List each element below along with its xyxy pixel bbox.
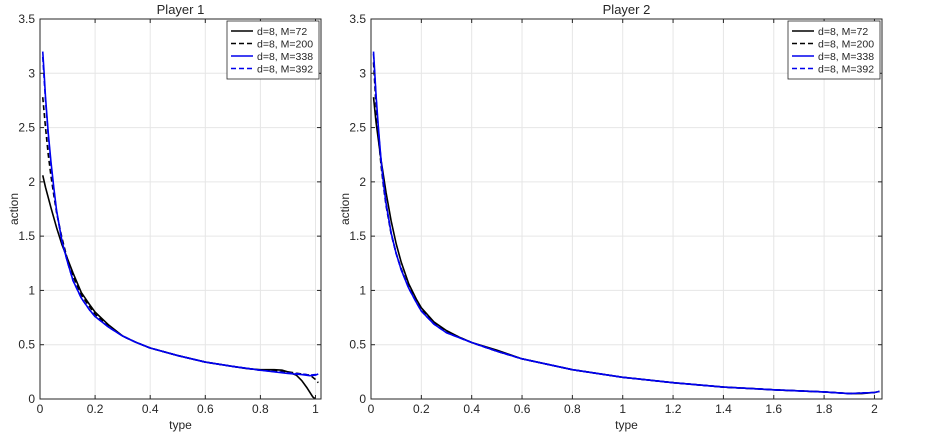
x-tick-label: 0.2 — [413, 402, 430, 416]
series-line-4 — [372, 53, 880, 395]
chart-panel-2: 0 0.2 0.4 0.6 0.8 1 1.2 1.4 1.6 1.8 2 0 0.5 1 1.5 2 2.5 3… — [338, 2, 883, 432]
y-tick-label: 2 — [28, 175, 35, 189]
x-tick-label: 0.4 — [142, 402, 159, 416]
x-tick-label: 1.4 — [715, 402, 732, 416]
series-line-1 — [41, 175, 316, 400]
chart-title: Player 1 — [157, 2, 205, 17]
x-tick-label: 1 — [619, 402, 626, 416]
legend-entry: d=8, M=200 — [257, 39, 313, 51]
y-tick-label: 1.5 — [349, 229, 366, 243]
y-axis-label: action — [7, 193, 21, 225]
x-tick-label: 1.8 — [816, 402, 833, 416]
y-tick-label: 0 — [359, 392, 366, 406]
y-tick-label: 2 — [359, 175, 366, 189]
x-tick-label: 0.8 — [252, 402, 269, 416]
x-tick-label: 0.8 — [564, 402, 581, 416]
x-tick-label: 1.2 — [665, 402, 682, 416]
y-tick-label: 0.5 — [18, 338, 35, 352]
y-tick-label: 1 — [359, 283, 366, 297]
x-tick-label: 2 — [871, 402, 878, 416]
y-tick-label: 3 — [359, 66, 366, 80]
x-tick-label: 0 — [368, 402, 375, 416]
x-tick-label: 1 — [312, 402, 319, 416]
series-line-1 — [372, 97, 880, 395]
y-tick-label: 3.5 — [349, 12, 366, 26]
x-tick-label: 0.6 — [197, 402, 214, 416]
y-tick-label: 0.5 — [349, 338, 366, 352]
series-line-3 — [372, 51, 880, 395]
y-tick-label: 2.5 — [349, 121, 366, 135]
x-tick-label: 1.6 — [765, 402, 782, 416]
y-tick-label: 0 — [28, 392, 35, 406]
axes-box — [370, 18, 883, 400]
legend-entry: d=8, M=72 — [818, 26, 868, 38]
x-axis-label: type — [615, 418, 638, 432]
x-tick-label: 0 — [37, 402, 44, 416]
y-tick-label: 3.5 — [18, 12, 35, 26]
legend-entry: d=8, M=338 — [257, 51, 313, 63]
series-line-3 — [41, 51, 319, 377]
chart-title: Player 2 — [603, 2, 651, 17]
chart-panel-1: 0 0.2 0.4 0.6 0.8 1 0 0.5 1 1.5 2 2.5 3 3.5 Player 1 ty… — [7, 2, 322, 432]
x-tick-label: 0.2 — [87, 402, 104, 416]
legend-entry: d=8, M=200 — [818, 39, 874, 51]
y-tick-label: 1 — [28, 283, 35, 297]
x-axis-label: type — [169, 418, 192, 432]
legend-entry: d=8, M=392 — [818, 64, 874, 76]
legend-entry: d=8, M=392 — [257, 64, 313, 76]
series-line-4 — [41, 56, 319, 376]
y-tick-label: 1.5 — [18, 229, 35, 243]
legend-entry: d=8, M=338 — [818, 51, 874, 63]
axes-box — [39, 18, 322, 400]
legend-entry: d=8, M=72 — [257, 26, 307, 38]
x-tick-label: 0.4 — [463, 402, 480, 416]
series-line-2 — [41, 97, 319, 384]
series-line-2 — [372, 62, 880, 395]
y-tick-label: 2.5 — [18, 121, 35, 135]
y-tick-label: 3 — [28, 66, 35, 80]
y-axis-label: action — [338, 193, 352, 225]
x-tick-label: 0.6 — [514, 402, 531, 416]
